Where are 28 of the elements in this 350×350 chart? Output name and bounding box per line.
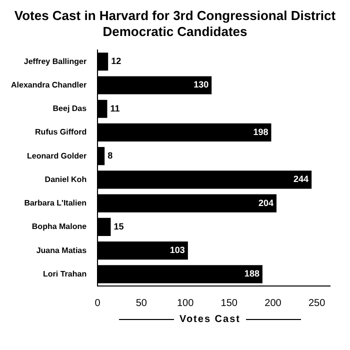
y-tick-label: Rufus Gifford (35, 128, 87, 137)
data-label: 103 (170, 245, 185, 256)
x-axis-title: Votes Cast (180, 314, 240, 325)
y-tick-label: Lori Trahan (43, 269, 87, 278)
data-label: 198 (253, 126, 268, 137)
x-tick-label: 0 (94, 298, 101, 309)
x-tick-label: 100 (176, 298, 194, 309)
data-label: 244 (294, 174, 309, 184)
y-tick-label: Daniel Koh (44, 174, 87, 184)
y-tick-label: Jeffrey Ballinger (24, 56, 87, 66)
x-tick-label: 50 (136, 298, 148, 309)
y-tick-label: Bopha Malone (32, 222, 88, 232)
x-tick-label: 250 (308, 298, 326, 309)
x-tick-label: 150 (220, 298, 238, 309)
y-tick-label: Alexandra Chandler (11, 80, 87, 90)
x-tick-label: 200 (264, 298, 282, 309)
data-label: 15 (114, 221, 124, 232)
data-label: 130 (194, 80, 209, 90)
chart-title: Votes Cast in Harvard for 3rd Congressional District Democratic Candidates (13, 8, 337, 41)
y-tick-label: Beej Das (52, 104, 88, 114)
y-tick-label: Leonard Golder (27, 151, 87, 160)
data-label: 12 (111, 56, 122, 66)
data-label: 8 (108, 150, 113, 161)
data-label: 188 (244, 268, 260, 279)
y-tick-label: Barbara L'Italien (24, 198, 87, 208)
data-label: 11 (110, 103, 120, 114)
data-label: 204 (258, 198, 274, 208)
y-tick-label: Juana Matias (36, 246, 88, 255)
